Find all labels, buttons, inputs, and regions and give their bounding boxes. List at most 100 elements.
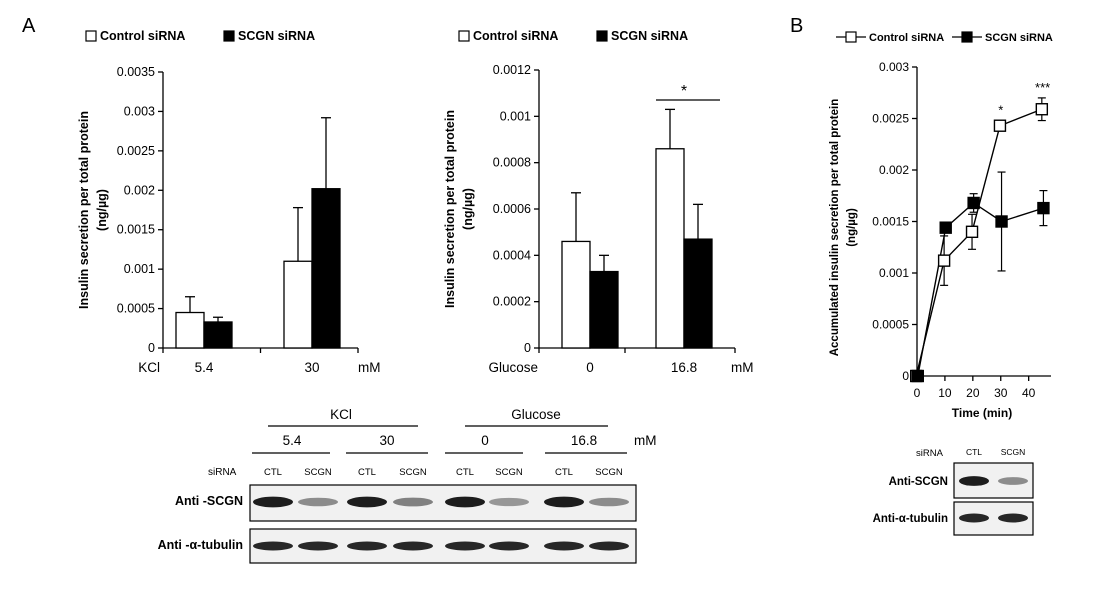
legend-scgn: SCGN siRNA: [985, 32, 1053, 44]
western-blot-a: KCl Glucose 5.4 30 0 16.8 mM siRNA CTL SCGN CTL SCG…: [158, 407, 657, 564]
band-scgn: [445, 496, 485, 508]
x-tick-label: 0: [914, 386, 921, 400]
band-tubulin: [589, 541, 629, 551]
blot-group-label: Glucose: [511, 407, 561, 422]
y-tick-label: 0.0004: [493, 248, 531, 262]
x-prefix-label: KCl: [138, 360, 160, 375]
y-tick-label: 0.003: [879, 60, 909, 74]
y-tick-label: 0: [524, 341, 531, 355]
band-scgn: [589, 497, 629, 507]
x-tick-label: 20: [966, 386, 980, 400]
blot-concentration-label: 5.4: [283, 433, 302, 448]
point-scgn-t20: [967, 196, 980, 210]
legend-control: Control siRNA: [869, 32, 944, 44]
significance-marker: *: [998, 103, 1003, 118]
lane-label: CTL: [555, 467, 573, 478]
lane-label: SCGN: [399, 467, 427, 478]
band-tubulin: [998, 513, 1028, 523]
point-control-t30: [993, 119, 1007, 132]
lane-label: SCGN: [1001, 447, 1026, 457]
y-tick-label: 0: [902, 369, 909, 383]
y-tick-label: 0.001: [879, 266, 909, 280]
band-tubulin: [959, 513, 989, 523]
y-tick-label: 0.0025: [872, 112, 909, 126]
bar-control-30: [283, 260, 313, 349]
lane-label: CTL: [966, 447, 982, 457]
y-tick-label: 0.0025: [117, 144, 155, 158]
y-axis-unit: (ng/µg): [461, 188, 475, 230]
chart-kcl: 0 0.0005 0.001 0.0015 0.002 0.0025 0.003 0.0035…: [77, 65, 381, 375]
bar-scgn-5_4: [203, 321, 233, 349]
x-unit-label: mM: [358, 360, 381, 375]
band-tubulin: [347, 541, 387, 551]
legend-scgn: SCGN siRNA: [238, 29, 315, 43]
band-scgn: [393, 497, 433, 507]
legend-control: Control siRNA: [100, 29, 185, 43]
x-tick-label: 0: [586, 360, 594, 375]
blot-concentration-label: 0: [481, 433, 489, 448]
series-line-control: [915, 108, 1043, 377]
blot-group-label: KCl: [330, 407, 352, 422]
band-scgn: [959, 476, 989, 486]
band-scgn: [253, 496, 293, 508]
band-tubulin: [445, 541, 485, 551]
legend-scgn-swatch: [223, 30, 235, 42]
bar-scgn-16_8: [683, 238, 713, 349]
bar-control-16_8: [655, 148, 685, 349]
point-control-t45: [1035, 103, 1049, 116]
band-scgn: [298, 497, 338, 507]
y-axis-label: Insulin secretion per total protein: [77, 111, 91, 309]
panel-label-b: B: [790, 15, 803, 37]
band-scgn: [544, 496, 584, 508]
panel-label-a: A: [22, 15, 36, 37]
legend-scgn-swatch: [596, 30, 608, 42]
chart-glucose: 0 0.0002 0.0004 0.0006 0.0008 0.001 0.0012 Insu…: [443, 63, 754, 375]
x-prefix-label: Glucose: [488, 360, 538, 375]
legend-scgn: SCGN siRNA: [611, 29, 688, 43]
y-tick-label: 0.0002: [493, 295, 531, 309]
blot-row-label: Anti-α-tubulin: [873, 513, 948, 525]
y-axis-unit: (ng/µg): [95, 189, 109, 231]
significance-marker: *: [681, 83, 687, 100]
bar-scgn-0: [589, 270, 619, 349]
band-tubulin: [298, 541, 338, 551]
lane-label: CTL: [358, 467, 376, 478]
western-blot-b: siRNA CTL SCGN Anti-SCGN Anti-α-tubulin: [873, 447, 1034, 536]
y-tick-label: 0.0035: [117, 65, 155, 79]
lane-label: CTL: [456, 467, 474, 478]
lane-label: SCGN: [495, 467, 523, 478]
chart-time: 0 0.0005 0.001 0.0015 0.002 0.0025 0.003 0 10 20 3…: [829, 60, 1051, 420]
x-tick-label: 30: [304, 360, 319, 375]
bar-control-5_4: [175, 311, 205, 349]
x-axis-label: Time (min): [952, 406, 1012, 420]
band-scgn: [347, 496, 387, 508]
band-tubulin: [489, 541, 529, 551]
sirna-label: siRNA: [208, 467, 237, 478]
legend-control-marker: [845, 31, 857, 43]
sirna-label: siRNA: [916, 448, 944, 459]
x-tick-label: 16.8: [671, 360, 697, 375]
y-tick-label: 0.0015: [117, 223, 155, 237]
blot-row-label: Anti-SCGN: [889, 476, 948, 488]
y-tick-label: 0.0015: [872, 215, 909, 229]
blot-row-label: Anti -α-tubulin: [158, 538, 243, 552]
legend-scgn-marker: [961, 31, 973, 43]
band-tubulin: [253, 541, 293, 551]
point-control-t20: [965, 225, 979, 239]
x-tick-label: 40: [1022, 386, 1036, 400]
legend-control-swatch: [458, 30, 470, 42]
y-tick-label: 0.0005: [117, 302, 155, 316]
band-scgn: [998, 477, 1028, 485]
point-scgn-t45: [1037, 201, 1050, 215]
band-tubulin: [544, 541, 584, 551]
y-tick-label: 0.0005: [872, 318, 909, 332]
lane-label: CTL: [264, 467, 282, 478]
blot-concentration-label: 30: [379, 433, 394, 448]
point-control-t10: [937, 254, 951, 267]
x-tick-label: 30: [994, 386, 1008, 400]
y-axis-label: Insulin secretion per total protein: [443, 110, 457, 308]
x-unit-label: mM: [731, 360, 754, 375]
point-scgn-t0: [911, 369, 924, 383]
bar-scgn-30: [311, 188, 341, 349]
y-tick-label: 0.001: [124, 262, 155, 276]
